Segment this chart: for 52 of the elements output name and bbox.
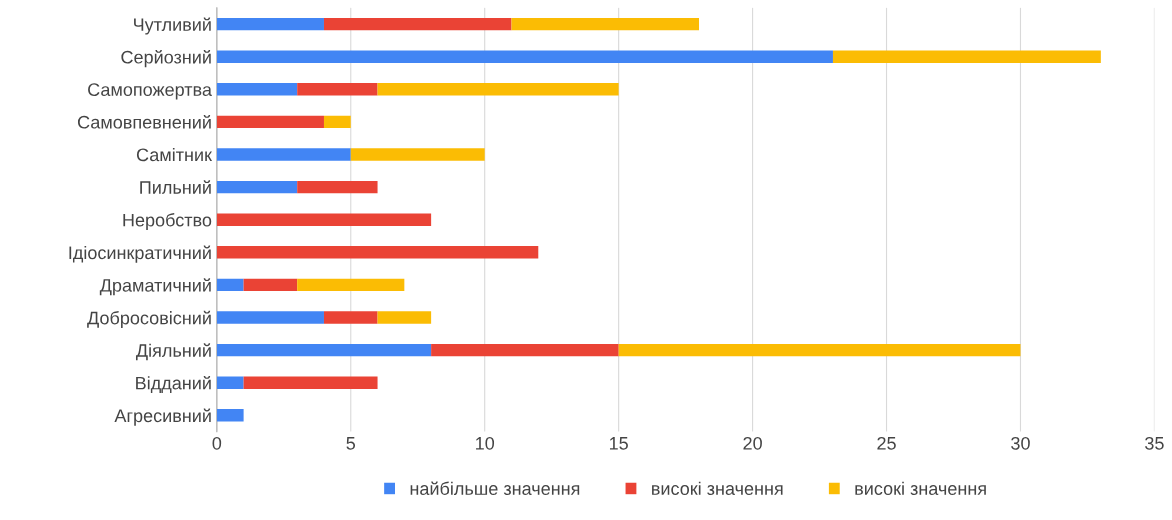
x-tick-label: 0 bbox=[212, 436, 222, 450]
bar bbox=[216, 246, 539, 259]
x-tick-label: 10 bbox=[476, 436, 495, 450]
y-tick-label: Самітник bbox=[136, 147, 213, 162]
y-tick-label: Серйозний bbox=[121, 50, 211, 68]
bar bbox=[216, 278, 244, 292]
x-tick-label: 5 bbox=[346, 437, 356, 450]
x-tick-label: 35 bbox=[1145, 436, 1164, 450]
bar bbox=[216, 115, 324, 129]
bar bbox=[377, 83, 619, 96]
x-tick-label: 25 bbox=[877, 436, 896, 450]
bar bbox=[216, 376, 244, 389]
bar bbox=[297, 180, 378, 194]
y-tick-label: Чутливий bbox=[134, 17, 211, 35]
bar bbox=[377, 311, 432, 324]
bar bbox=[216, 50, 833, 63]
legend-label: високі значення bbox=[855, 481, 986, 496]
bar bbox=[216, 17, 324, 31]
bar bbox=[216, 213, 432, 226]
y-tick-label: Ідіосинкратичний bbox=[69, 245, 211, 263]
bar bbox=[216, 148, 351, 161]
bar bbox=[511, 17, 700, 31]
bar bbox=[216, 180, 298, 194]
bar bbox=[297, 83, 378, 96]
bar bbox=[323, 17, 512, 31]
bar bbox=[243, 278, 298, 292]
y-tick-label: Неробство bbox=[123, 213, 212, 231]
y-tick-label: Драматичний bbox=[99, 278, 211, 296]
bar bbox=[350, 148, 485, 161]
bar bbox=[297, 278, 405, 292]
bar bbox=[216, 83, 298, 96]
bar bbox=[243, 376, 378, 389]
bar bbox=[323, 311, 378, 324]
y-tick-label: Діяльний bbox=[135, 343, 211, 361]
bar bbox=[216, 311, 324, 324]
x-tick-label: 20 bbox=[743, 436, 762, 450]
y-tick-label: Самовпевнений bbox=[77, 115, 211, 129]
y-tick-label: Відданий bbox=[136, 375, 211, 393]
x-tick-label: 30 bbox=[1011, 436, 1030, 450]
y-tick-label: Самопожертва bbox=[88, 83, 212, 100]
bar bbox=[618, 343, 1021, 357]
legend-label: високі значення bbox=[652, 481, 783, 496]
bar bbox=[216, 409, 244, 422]
y-tick-label: Пильний bbox=[140, 180, 211, 194]
bar bbox=[431, 343, 619, 357]
y-tick-label: Добросовісний bbox=[87, 310, 211, 328]
bar bbox=[216, 343, 432, 357]
y-tick-label: Агресивний bbox=[114, 408, 211, 426]
legend-label: найбільше значення bbox=[410, 481, 580, 496]
x-tick-label: 15 bbox=[609, 437, 628, 450]
bar bbox=[323, 115, 351, 129]
bar bbox=[832, 50, 1101, 63]
